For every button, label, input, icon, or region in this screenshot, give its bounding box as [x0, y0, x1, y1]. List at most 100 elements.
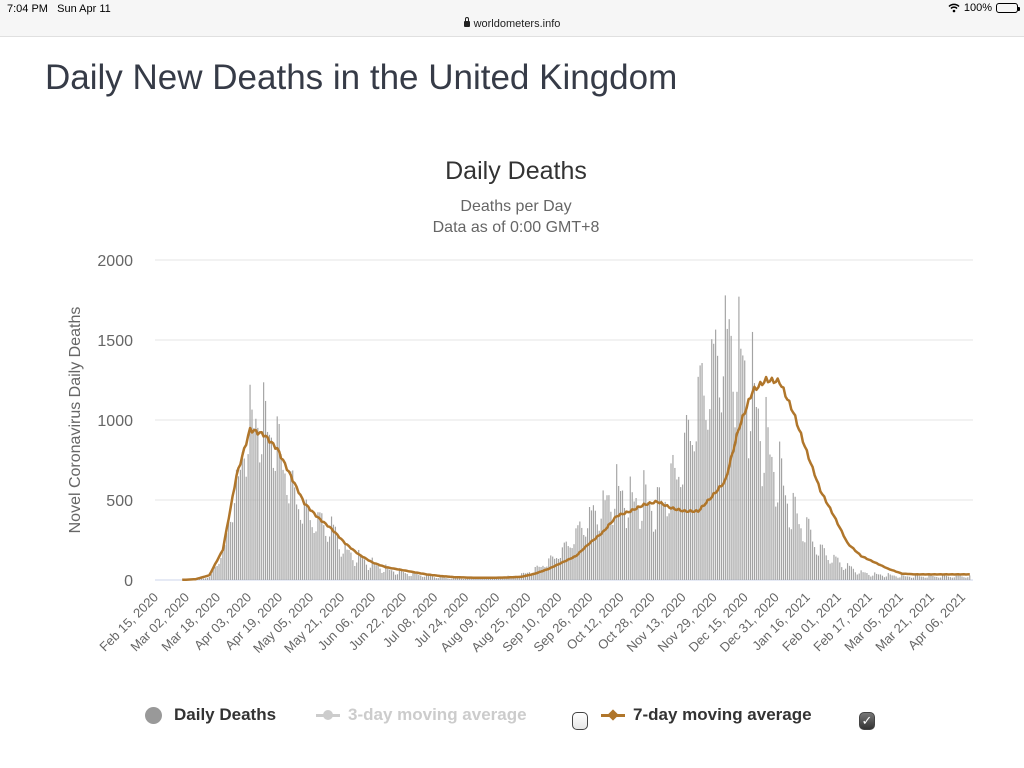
- bar: [969, 575, 971, 580]
- bar: [476, 578, 478, 580]
- bar: [542, 565, 544, 580]
- bar: [435, 578, 437, 580]
- bar: [243, 458, 245, 580]
- bar: [716, 355, 719, 580]
- bar: [953, 577, 955, 580]
- bar: [722, 376, 724, 580]
- bar: [214, 566, 216, 580]
- bar: [625, 528, 627, 580]
- bar: [245, 476, 247, 580]
- y-tick-label: 1000: [97, 413, 133, 430]
- bar: [394, 574, 397, 580]
- bar: [734, 427, 736, 580]
- bar: [887, 573, 889, 580]
- bar: [327, 541, 329, 580]
- bar: [602, 490, 604, 580]
- bar: [922, 576, 924, 580]
- bar: [218, 563, 220, 580]
- time-text: 7:04 PM: [7, 3, 48, 15]
- bar: [699, 365, 701, 580]
- bar: [829, 563, 831, 580]
- bar: [914, 575, 917, 580]
- ma3-checkbox[interactable]: [572, 712, 588, 730]
- address-bar[interactable]: worldometers.info: [0, 17, 1024, 30]
- legend-line-diamond-icon: [601, 708, 625, 721]
- bar: [410, 576, 412, 580]
- bar: [554, 558, 556, 580]
- bar: [794, 496, 796, 580]
- bar: [255, 418, 257, 580]
- bar: [253, 427, 255, 580]
- bar: [858, 573, 860, 580]
- bar: [895, 576, 897, 580]
- bar: [684, 432, 686, 580]
- legend-item-7day[interactable]: 7-day moving average: [601, 705, 812, 725]
- chart-subtitle-2: Data as of 0:00 GMT+8: [432, 219, 600, 236]
- bar: [817, 555, 820, 580]
- bar: [639, 528, 641, 580]
- bar: [585, 536, 587, 580]
- bar: [810, 529, 812, 580]
- bar: [623, 507, 626, 580]
- bar: [303, 502, 305, 580]
- bar: [703, 395, 705, 580]
- bar: [587, 528, 589, 580]
- bar: [338, 549, 340, 580]
- bar: [819, 544, 821, 580]
- bar: [360, 556, 362, 580]
- bar: [305, 499, 307, 580]
- bar: [228, 521, 230, 580]
- bar: [792, 492, 794, 580]
- bar: [732, 391, 734, 580]
- bar: [490, 578, 492, 580]
- bar: [629, 476, 631, 580]
- bar: [947, 576, 950, 580]
- bar: [845, 568, 847, 580]
- bar: [555, 558, 558, 580]
- bar: [912, 577, 915, 580]
- bar: [447, 578, 449, 580]
- bar: [957, 575, 959, 580]
- ma7-checkbox[interactable]: ✓: [859, 712, 875, 730]
- bar: [491, 578, 494, 580]
- bar: [808, 518, 810, 580]
- bar: [210, 573, 212, 580]
- bar: [286, 494, 288, 580]
- bar: [784, 495, 787, 580]
- legend-item-3day[interactable]: 3-day moving average: [316, 705, 527, 725]
- bar: [297, 509, 300, 580]
- bar: [280, 454, 282, 580]
- bar: [282, 469, 284, 580]
- bar: [321, 513, 323, 580]
- bar: [414, 572, 416, 580]
- bar: [647, 502, 649, 580]
- bar: [658, 487, 660, 580]
- bar: [204, 578, 207, 580]
- bar: [891, 575, 893, 580]
- bar: [936, 576, 938, 580]
- bar: [676, 479, 678, 580]
- legend-item-daily-deaths[interactable]: Daily Deaths: [145, 705, 276, 725]
- bar: [767, 427, 769, 580]
- bar: [470, 578, 472, 580]
- chart-title: Daily Deaths: [445, 157, 587, 185]
- bar: [292, 470, 294, 580]
- bar: [431, 576, 433, 580]
- bar: [363, 559, 366, 580]
- bar: [899, 577, 901, 580]
- bar: [462, 578, 465, 580]
- bar: [546, 566, 548, 580]
- bar: [701, 363, 703, 580]
- bar: [874, 572, 876, 580]
- bar: [715, 329, 717, 580]
- bar: [540, 567, 542, 580]
- bar: [573, 544, 575, 580]
- bar: [821, 544, 823, 580]
- bar: [711, 339, 713, 580]
- bar: [930, 575, 932, 580]
- bar: [951, 577, 953, 580]
- bar: [517, 576, 519, 580]
- bar: [651, 510, 653, 580]
- bar: [396, 574, 399, 580]
- legend-label-daily: Daily Deaths: [174, 705, 277, 724]
